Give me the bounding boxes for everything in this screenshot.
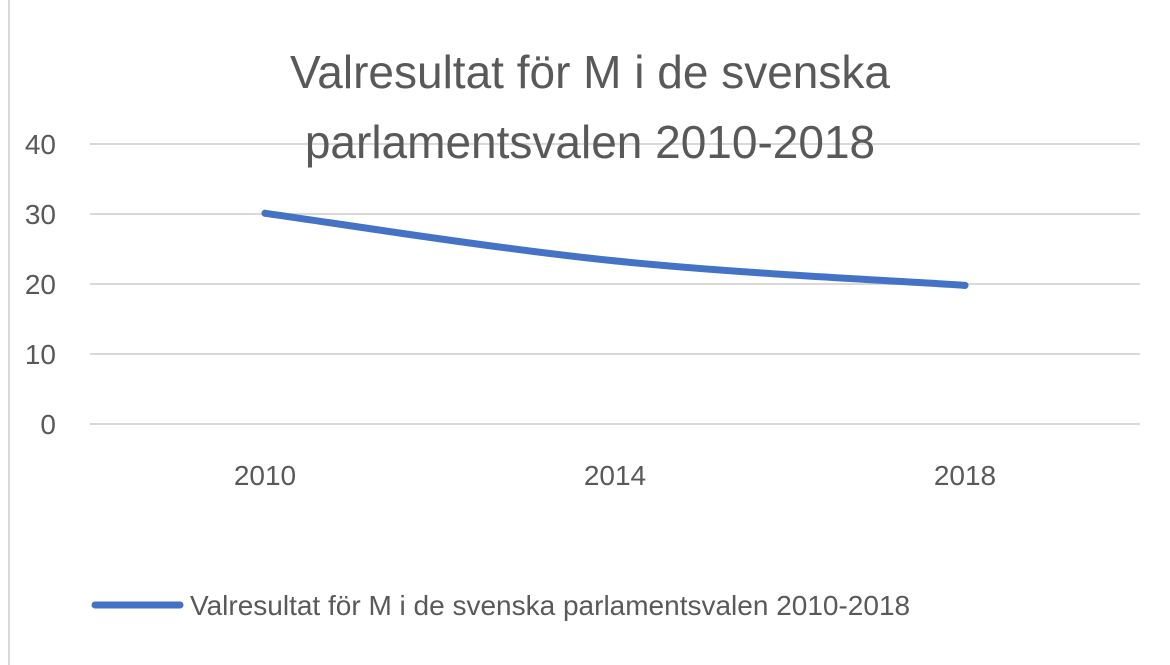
x-tick-label: 2010	[234, 460, 296, 491]
legend-label: Valresultat för M i de svenska parlament…	[190, 590, 910, 621]
y-tick-label: 10	[25, 339, 56, 370]
chart-frame-border	[8, 0, 10, 665]
chart-title: Valresultat för M i de svenska parlament…	[290, 46, 890, 168]
x-tick-label: 2018	[934, 460, 996, 491]
data-point-2014	[611, 257, 619, 265]
x-tick-label: 2014	[584, 460, 646, 491]
y-tick-label: 40	[25, 129, 56, 160]
y-tick-label: 30	[25, 199, 56, 230]
chart-title-line-2: parlamentsvalen 2010-2018	[305, 116, 875, 168]
series-lines	[261, 209, 969, 289]
gridlines	[90, 143, 1140, 425]
data-point-2018	[961, 281, 969, 289]
y-tick-label: 20	[25, 269, 56, 300]
chart-title-line-1: Valresultat för M i de svenska	[290, 46, 890, 98]
x-axis-ticks: 2010 2014 2018	[234, 460, 996, 491]
series-line-0	[261, 209, 969, 289]
y-tick-label: 0	[40, 409, 56, 440]
data-point-2010	[261, 209, 269, 217]
y-axis-ticks: 0 10 20 30 40	[25, 129, 56, 440]
legend: Valresultat för M i de svenska parlament…	[91, 590, 910, 621]
